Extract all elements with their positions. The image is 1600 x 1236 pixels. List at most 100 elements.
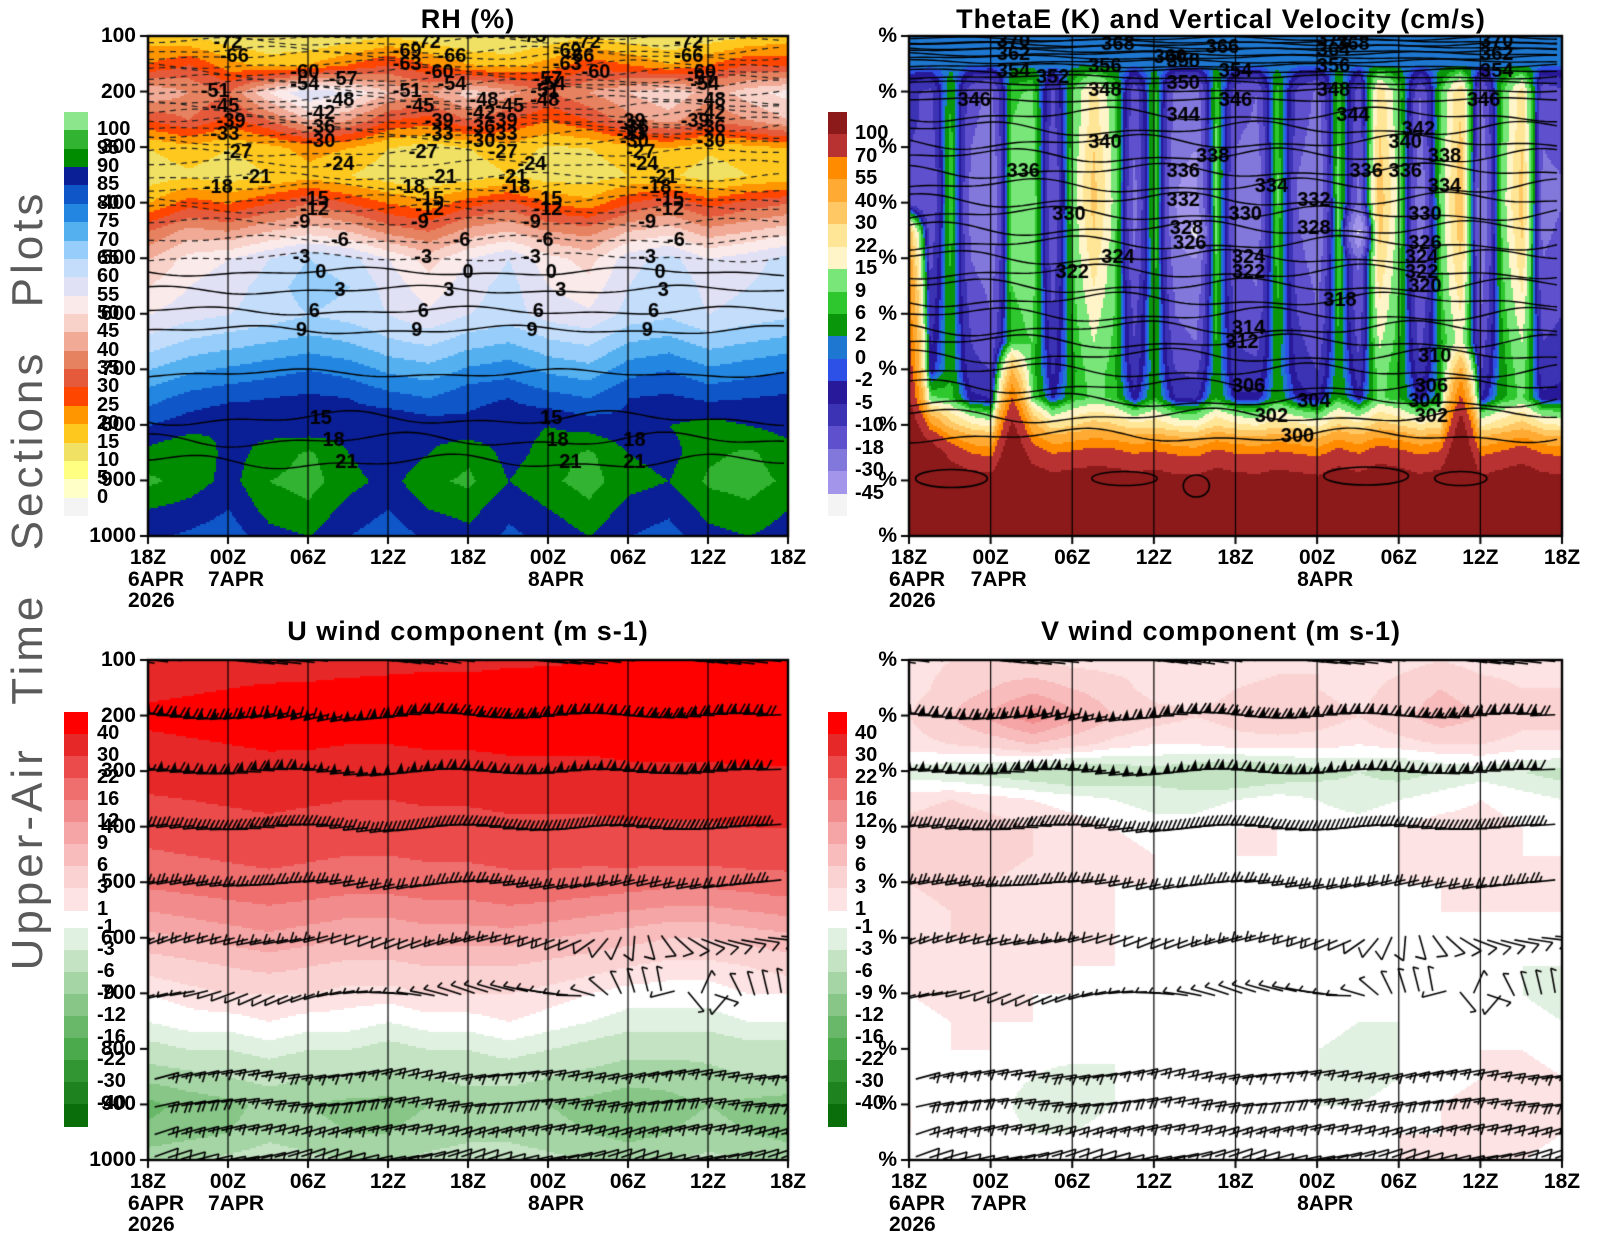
rh-colorbar-swatch <box>64 112 88 131</box>
v-colorbar-label: 1 <box>855 898 867 920</box>
date-tick-label: 8APR <box>528 568 585 591</box>
v-colorbar-swatch <box>828 822 847 845</box>
panel-title-u-wind: U wind component (m s-1) <box>287 616 649 646</box>
rh-colorbar-swatch <box>64 350 88 370</box>
percent-tick-label: % <box>878 814 897 838</box>
rh-colorbar-label: 60 <box>97 265 120 288</box>
u-colorbar-label: 22 <box>97 766 120 788</box>
v-colorbar-swatch <box>828 1060 847 1083</box>
u-colorbar-label: -6 <box>97 960 115 982</box>
thetae-colorbar-swatch <box>828 336 847 360</box>
v-colorbar-swatch <box>828 844 847 867</box>
rh-colorbar-label: 95 <box>97 136 120 159</box>
rh-colorbar-swatch <box>64 258 88 278</box>
rh-colorbar-label: 50 <box>97 302 120 324</box>
pressure-tick-label: 400 <box>100 814 136 838</box>
u-colorbar-swatch <box>64 800 88 823</box>
v-colorbar-swatch <box>828 972 847 995</box>
thetae-colorbar-label: 9 <box>855 279 867 302</box>
thetae-colorbar-label: 100 <box>855 122 889 145</box>
u-colorbar-swatch <box>64 888 88 911</box>
panel-title-rh: RH (%) <box>420 4 516 34</box>
v-colorbar-swatch <box>828 866 847 889</box>
u-colorbar-swatch <box>64 778 88 801</box>
pressure-tick-label: 300 <box>100 135 136 159</box>
pressure-tick-label: 500 <box>100 870 136 894</box>
thetae-colorbar-swatch <box>828 493 847 517</box>
date-tick-label: 2026 <box>889 589 936 612</box>
v-colorbar-swatch <box>828 928 847 951</box>
v-colorbar-label: 3 <box>855 876 867 898</box>
pressure-tick-label: 400 <box>100 190 136 214</box>
time-tick-label: 00Z <box>972 546 1009 569</box>
time-tick-label: 00Z <box>1299 1170 1336 1193</box>
pressure-tick-label: 1000 <box>89 524 136 547</box>
thetae-colorbar-label: -45 <box>855 481 884 504</box>
percent-tick-label: % <box>878 190 897 214</box>
date-tick-label: 8APR <box>1297 1192 1354 1215</box>
u-colorbar-swatch <box>64 994 88 1017</box>
percent-tick-label: % <box>878 870 897 894</box>
rh-colorbar-label: 15 <box>97 430 120 453</box>
time-tick-label: 12Z <box>1462 1170 1499 1193</box>
percent-tick-label: % <box>878 24 897 47</box>
u-colorbar-label: 1 <box>97 898 109 920</box>
rh-colorbar-label: 80 <box>97 191 120 214</box>
time-tick-label: 12Z <box>1135 1170 1172 1193</box>
v-colorbar-label: 40 <box>855 722 878 744</box>
thetae-colorbar-label: 0 <box>855 346 867 369</box>
time-tick-label: 00Z <box>209 1170 247 1193</box>
time-tick-label: 18Z <box>1217 546 1254 569</box>
percent-tick-label: % <box>878 1036 897 1060</box>
pressure-tick-label: 100 <box>100 24 136 47</box>
time-tick-label: 12Z <box>369 1170 407 1193</box>
rh-colorbar-swatch <box>64 148 88 168</box>
u-colorbar-swatch <box>64 844 88 867</box>
rh-colorbar-swatch <box>64 332 88 352</box>
u-colorbar-label: -12 <box>97 1004 126 1026</box>
percent-tick-label: % <box>878 703 897 727</box>
thetae-colorbar-label: -5 <box>855 391 873 414</box>
percent-tick-label: % <box>878 981 897 1005</box>
u-colorbar-label: 16 <box>97 788 120 810</box>
u-colorbar-swatch <box>64 1016 88 1039</box>
v-colorbar-label: -40 <box>855 1092 884 1114</box>
date-tick-label: 8APR <box>528 1192 585 1215</box>
v-colorbar-label: -22 <box>855 1048 884 1070</box>
time-tick-label: 00Z <box>529 1170 567 1193</box>
thetae-colorbar-label: 40 <box>855 189 878 212</box>
pressure-tick-label: 700 <box>100 357 136 381</box>
thetae-colorbar-swatch <box>828 403 847 427</box>
date-tick-label: 6APR <box>128 568 185 591</box>
u-colorbar-swatch <box>64 1104 88 1127</box>
time-tick-label: 18Z <box>890 1170 928 1193</box>
u-colorbar-swatch <box>64 1038 88 1061</box>
rh-colorbar-label: 10 <box>97 448 120 471</box>
percent-tick-label: % <box>878 79 897 103</box>
time-tick-label: 06Z <box>1380 1170 1417 1193</box>
pressure-tick-label: 600 <box>100 301 136 325</box>
rh-colorbar-label: 25 <box>97 393 120 416</box>
rh-colorbar-swatch <box>64 295 88 315</box>
date-tick-label: 2026 <box>128 589 175 612</box>
v-colorbar-label: -16 <box>855 1026 884 1048</box>
thetae-colorbar-swatch <box>828 246 847 270</box>
u-colorbar-swatch <box>64 1082 88 1105</box>
v-colorbar-swatch <box>828 1038 847 1061</box>
time-tick-label: 18Z <box>769 546 807 569</box>
rh-colorbar-label: 40 <box>97 338 120 361</box>
u-colorbar-label: 3 <box>97 876 109 898</box>
rh-colorbar-label: 30 <box>97 375 120 398</box>
percent-tick-label: % <box>878 1092 897 1116</box>
percent-tick-label: % <box>878 135 897 159</box>
percent-tick-label: % <box>878 648 897 671</box>
v-colorbar-label: -12 <box>855 1004 884 1026</box>
thetae-colorbar-swatch <box>828 269 847 293</box>
v-colorbar-swatch <box>828 994 847 1017</box>
pressure-tick-label: 800 <box>100 412 136 436</box>
pressure-tick-label: 700 <box>100 981 136 1005</box>
rh-colorbar-swatch <box>64 185 88 205</box>
rh-colorbar-swatch <box>64 460 88 480</box>
u-colorbar-swatch <box>64 1060 88 1083</box>
u-colorbar-label: -1 <box>97 916 115 938</box>
